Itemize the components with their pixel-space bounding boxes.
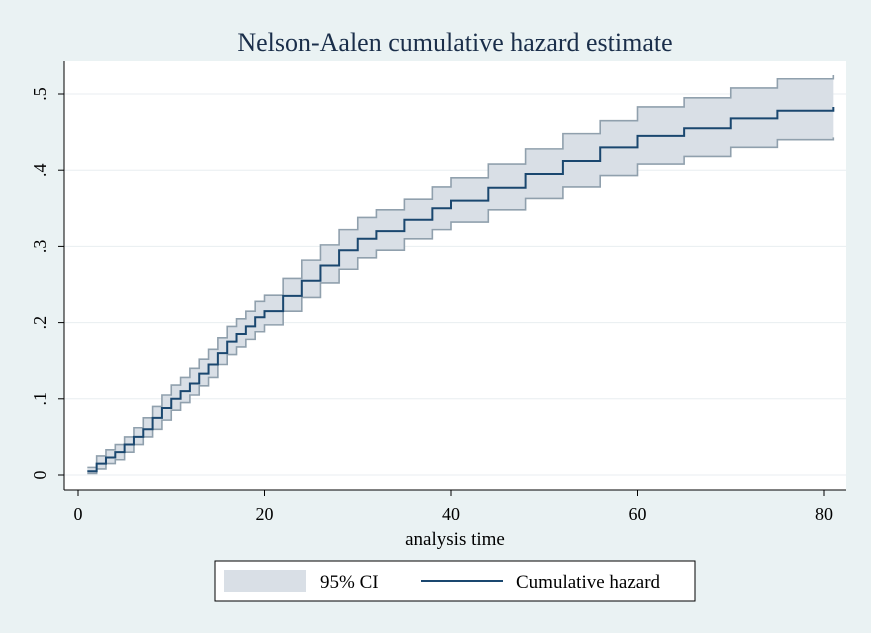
- legend-label-hazard: Cumulative hazard: [516, 572, 661, 593]
- ci-band: [87, 74, 835, 475]
- y-tick-label-2: .2: [30, 316, 50, 330]
- ci-upper-edge: [87, 74, 835, 469]
- x-tick-label-3: 60: [629, 504, 647, 524]
- x-tick-label-2: 40: [442, 504, 460, 524]
- x-axis-ticks: 0 20 40 60 80: [74, 490, 833, 524]
- x-tick-label-4: 80: [815, 504, 833, 524]
- y-tick-label-1: .1: [30, 392, 50, 406]
- y-tick-label-0: 0: [30, 471, 50, 480]
- axes: [63, 61, 846, 491]
- chart-title: Nelson-Aalen cumulative hazard estimate: [237, 28, 672, 57]
- legend-label-ci: 95% CI: [320, 572, 379, 593]
- y-tick-label-3: .3: [30, 240, 50, 254]
- ci-band-area: [87, 74, 834, 474]
- grid-lines: [64, 93, 846, 476]
- y-axis-ticks: 0 .1 .2 .3 .4 .5: [30, 87, 64, 480]
- y-tick-label-5: .5: [30, 87, 50, 101]
- y-tick-label-4: .4: [30, 163, 50, 177]
- legend: 95% CI Cumulative hazard: [214, 560, 696, 602]
- x-tick-label-0: 0: [74, 504, 83, 524]
- ci-lower-edge: [87, 137, 835, 475]
- hazard-line: [87, 106, 835, 473]
- hazard-series: [87, 106, 835, 473]
- legend-swatch-ci: [224, 570, 306, 592]
- x-tick-label-1: 20: [256, 504, 274, 524]
- x-axis-title: analysis time: [405, 529, 505, 550]
